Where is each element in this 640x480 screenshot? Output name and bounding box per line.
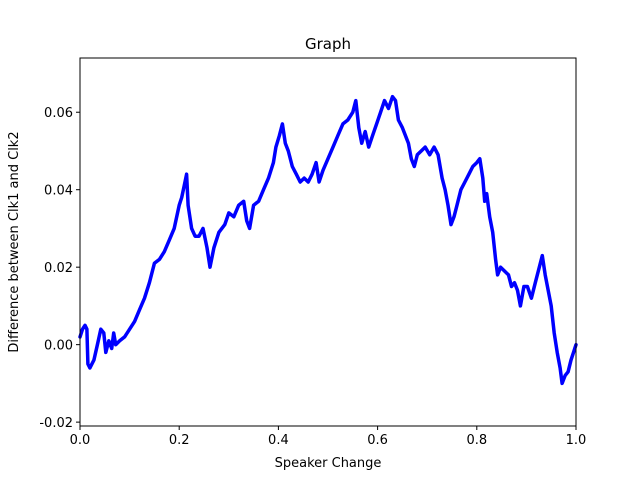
y-tick-label: 0.04 [44, 184, 73, 199]
x-tick-label: 0.2 [169, 433, 190, 448]
x-tick-label: 0.4 [268, 433, 289, 448]
x-tick-label: 1.0 [566, 433, 587, 448]
y-tick-label: -0.02 [39, 416, 73, 431]
y-axis-label: Difference between Clk1 and Clk2 [7, 131, 22, 352]
x-axis-label: Speaker Change [275, 456, 382, 471]
x-tick-label: 0.8 [466, 433, 487, 448]
chart-title: Graph [305, 35, 351, 53]
x-tick-label: 0.0 [70, 433, 91, 448]
y-tick-label: 0.06 [44, 106, 73, 121]
series-line [78, 94, 578, 386]
axes-frame [79, 57, 577, 427]
ticks-layer: 0.0 0.2 0.4 0.6 0.8 1.0 -0.02 0.00 0.02 0.04 0.06 [39, 106, 586, 448]
plot-layer [78, 94, 578, 386]
y-tick-label: 0.02 [44, 261, 73, 276]
x-tick-label: 0.6 [367, 433, 388, 448]
y-tick-label: 0.00 [44, 339, 73, 354]
